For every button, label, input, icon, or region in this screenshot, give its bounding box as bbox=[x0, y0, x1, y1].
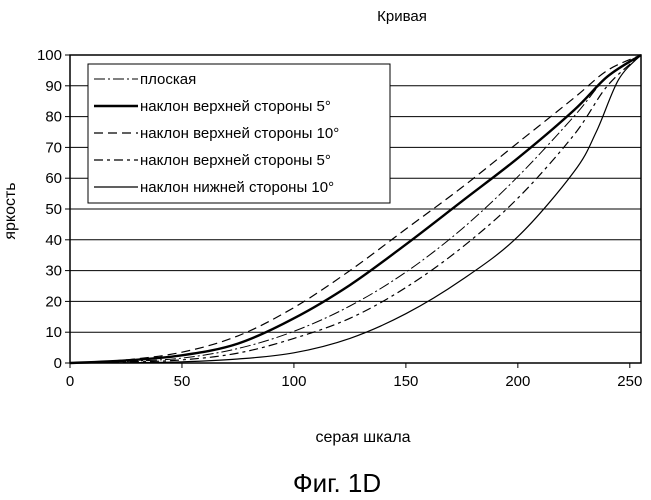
x-axis-title: серая шкала bbox=[315, 429, 410, 446]
series-line bbox=[69, 53, 642, 365]
y-ticks: 0 10 20 30 40 50 60 70 80 90 100 bbox=[37, 47, 70, 372]
x-tick-label: 100 bbox=[281, 373, 306, 390]
x-tick-label: 0 bbox=[66, 373, 74, 390]
x-tick-label: 50 bbox=[174, 373, 191, 390]
y-tick-label: 90 bbox=[45, 78, 62, 95]
y-axis-title: яркость bbox=[2, 182, 19, 239]
series-lines bbox=[69, 53, 642, 365]
legend-label: наклон верхней стороны 5° bbox=[140, 98, 331, 115]
legend-box bbox=[87, 63, 391, 204]
y-tick-label: 40 bbox=[45, 232, 62, 249]
legend-label: наклон нижней стороны 10° bbox=[140, 179, 334, 196]
legend-label: наклон верхней стороны 10° bbox=[140, 125, 339, 142]
legend: плоская наклон верхней стороны 5° наклон в… bbox=[87, 63, 391, 204]
y-tick-label: 60 bbox=[45, 170, 62, 187]
series-line bbox=[69, 54, 642, 364]
legend-label: плоская bbox=[140, 71, 196, 88]
x-tick-label: 250 bbox=[617, 373, 642, 390]
y-tick-label: 50 bbox=[45, 201, 62, 218]
y-tick-label: 30 bbox=[45, 263, 62, 280]
x-tick-label: 200 bbox=[505, 373, 530, 390]
y-tick-label: 100 bbox=[37, 47, 62, 64]
y-tick-label: 80 bbox=[45, 109, 62, 126]
chart-title: Кривая bbox=[377, 8, 427, 25]
figure-caption: Фиг. 1D bbox=[293, 468, 381, 498]
x-ticks: 0 50 100 150 200 250 bbox=[66, 363, 642, 390]
series-line bbox=[69, 54, 642, 364]
plot-frame bbox=[69, 54, 642, 364]
x-tick-label: 150 bbox=[393, 373, 418, 390]
y-tick-label: 20 bbox=[45, 293, 62, 310]
legend-label: наклон верхней стороны 5° bbox=[140, 152, 331, 169]
y-tick-label: 0 bbox=[54, 355, 62, 372]
y-tick-label: 10 bbox=[45, 324, 62, 341]
y-tick-label: 70 bbox=[45, 139, 62, 156]
